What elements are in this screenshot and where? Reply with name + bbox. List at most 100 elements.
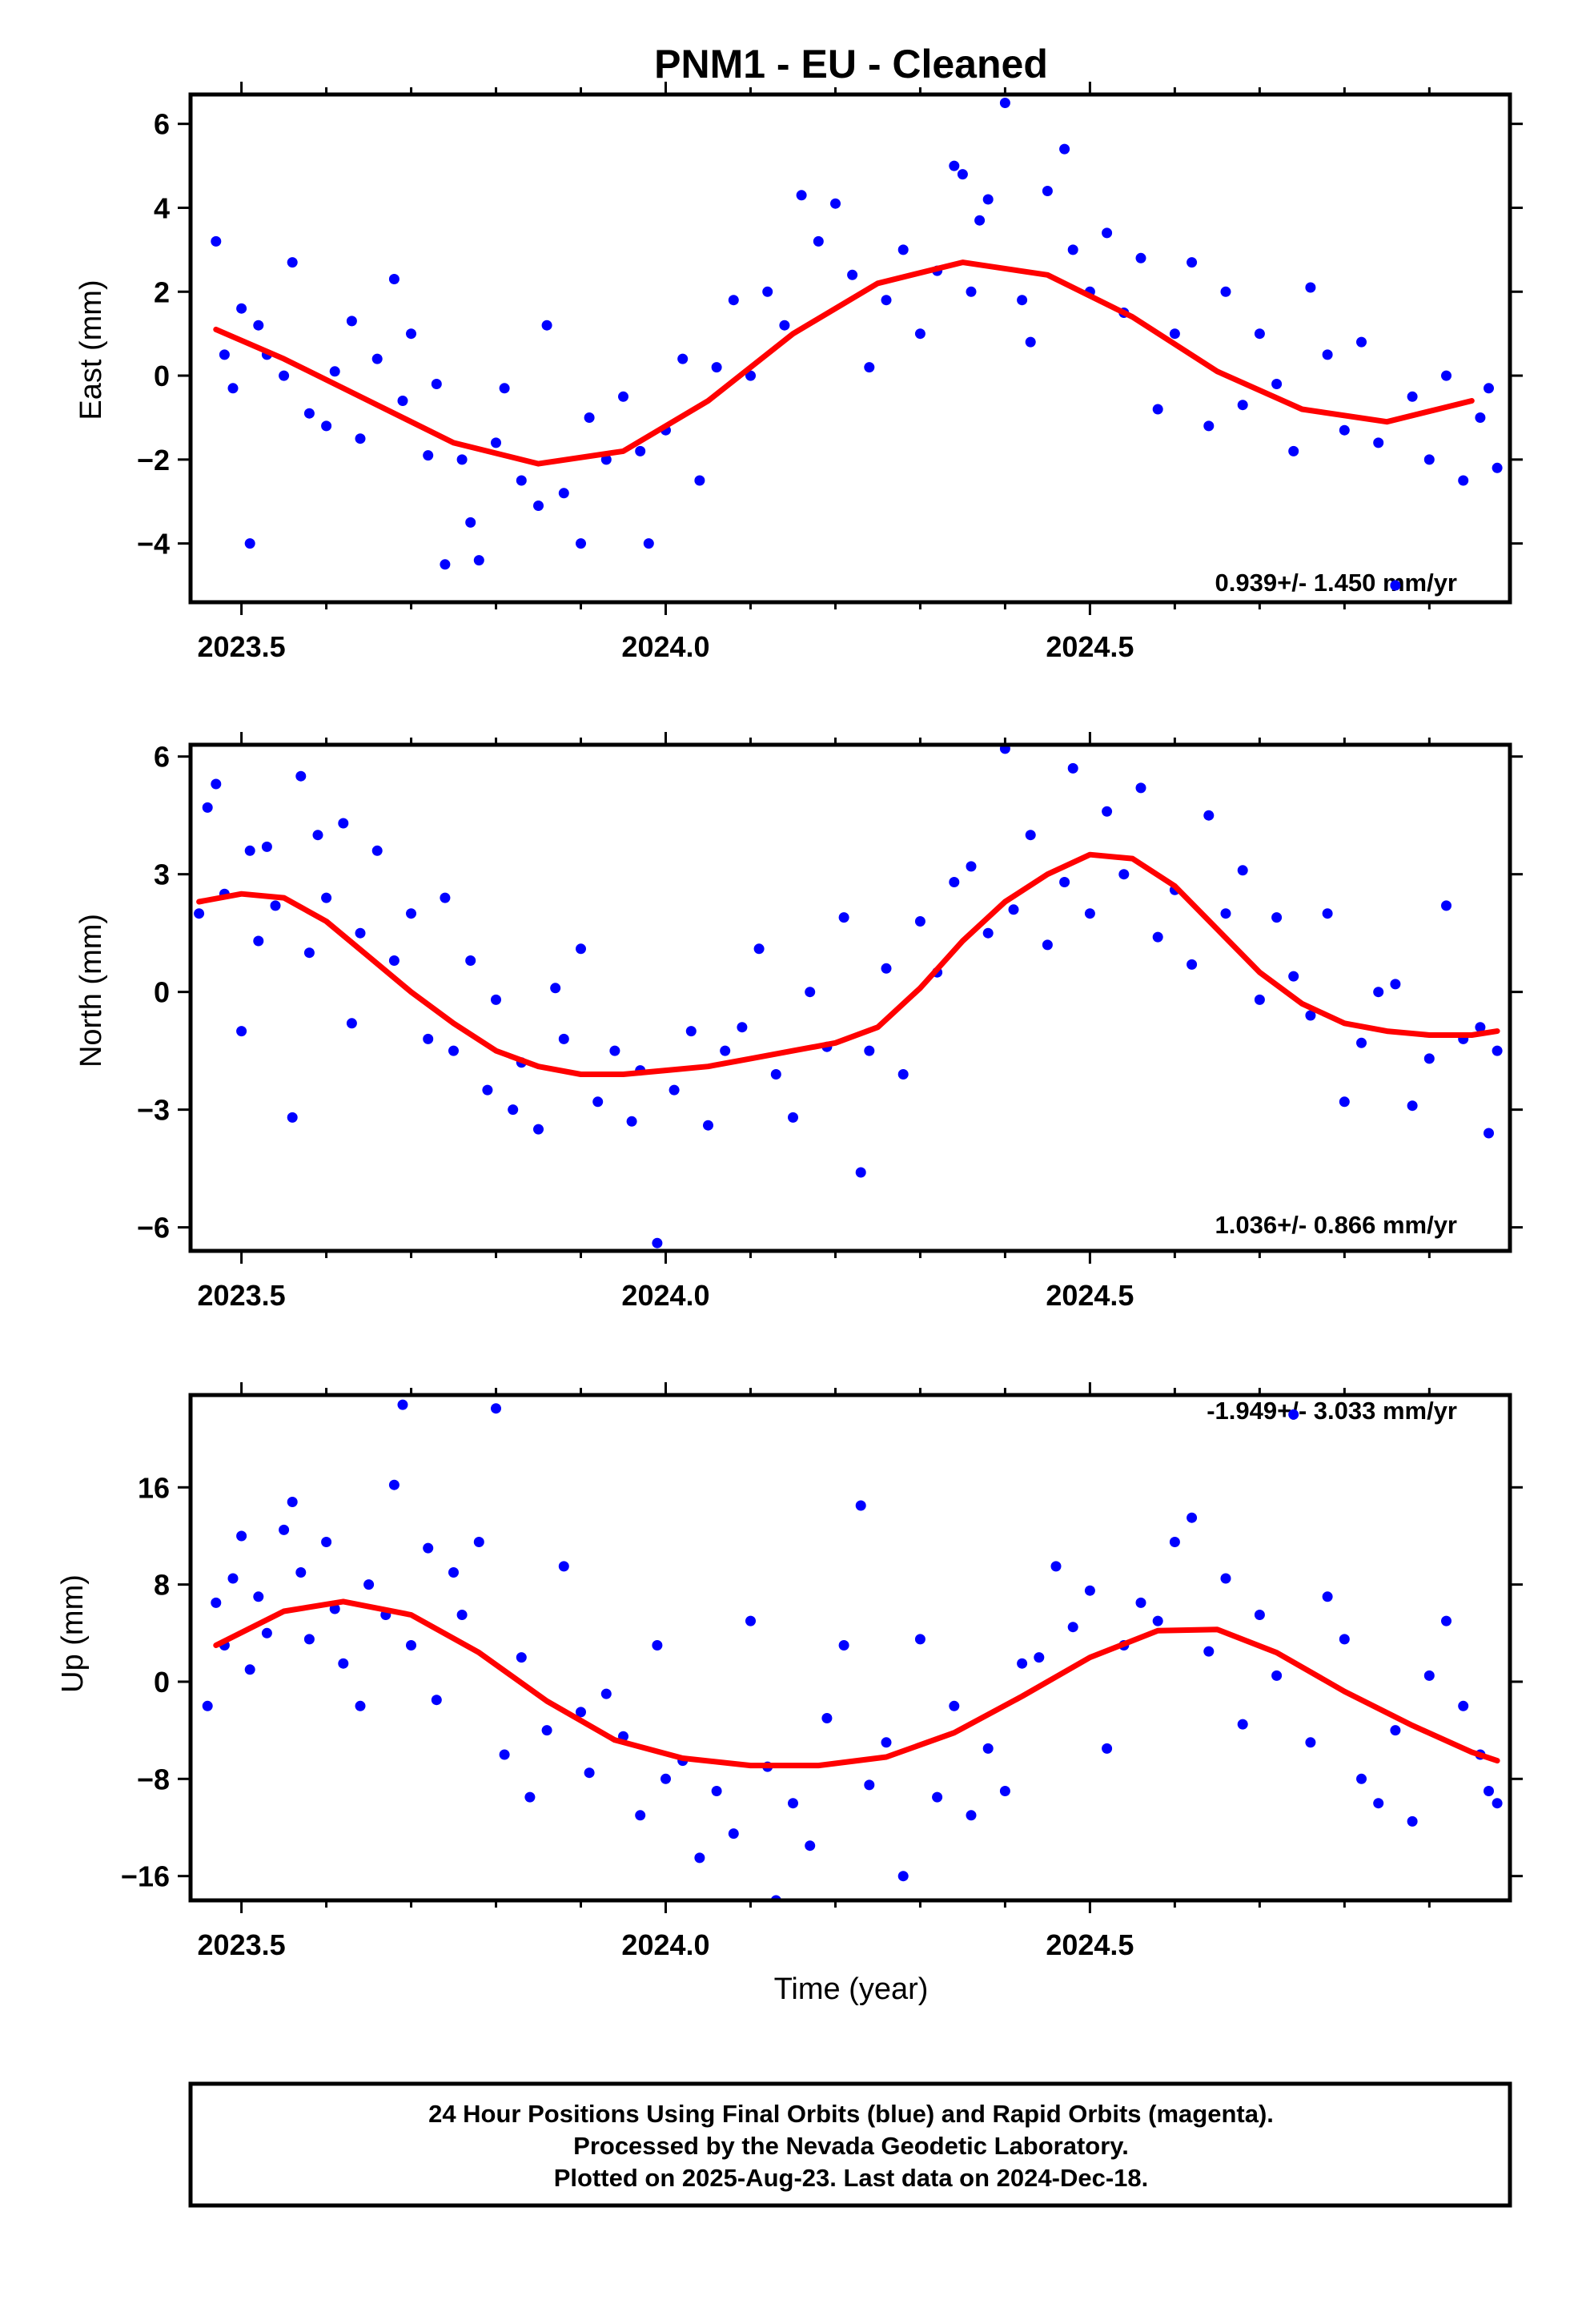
up-data-point	[821, 1713, 833, 1723]
north-data-point	[1084, 908, 1095, 919]
north-data-point	[982, 927, 994, 939]
up-data-point	[1084, 1585, 1095, 1596]
north-data-point	[244, 845, 255, 856]
north-data-point	[253, 935, 264, 947]
east-data-point	[440, 559, 451, 570]
east-data-point	[321, 420, 332, 432]
up-data-point	[1254, 1610, 1265, 1620]
up-data-point	[1135, 1597, 1146, 1608]
north-data-point	[1356, 1037, 1367, 1048]
up-data-point	[448, 1567, 459, 1578]
east-data-point	[329, 366, 340, 377]
north-data-point	[1271, 912, 1283, 923]
up-data-point	[1458, 1700, 1469, 1711]
east-data-point	[1067, 244, 1078, 255]
north-data-point	[211, 778, 222, 790]
up-data-point	[576, 1707, 586, 1718]
up-data-point	[279, 1524, 290, 1535]
east-data-point	[1484, 383, 1494, 394]
up-data-point	[1339, 1634, 1350, 1645]
north-data-point	[1390, 979, 1401, 990]
east-data-point	[1390, 580, 1401, 591]
up-data-point	[711, 1786, 722, 1796]
up-data-point	[584, 1767, 595, 1779]
east-data-point	[779, 320, 790, 331]
north-data-point	[609, 1045, 620, 1056]
x-axis-label: Time (year)	[774, 1972, 929, 2006]
east-data-point	[618, 391, 628, 402]
east-data-point	[371, 353, 383, 364]
east-data-point	[279, 370, 290, 381]
up-data-point	[287, 1497, 298, 1507]
east-x-tick-label: 2024.0	[621, 630, 709, 663]
east-data-point	[423, 450, 434, 461]
east-data-point	[533, 501, 544, 511]
east-data-point	[864, 362, 875, 373]
up-y-tick-label: 16	[138, 1471, 170, 1504]
east-data-point	[584, 412, 595, 423]
east-data-point	[966, 286, 977, 297]
north-data-point	[576, 943, 586, 955]
north-data-point	[652, 1237, 663, 1248]
up-data-point	[329, 1603, 340, 1614]
east-data-point	[465, 517, 476, 528]
east-data-point	[287, 257, 298, 268]
up-data-point	[261, 1627, 272, 1638]
up-data-point	[456, 1610, 468, 1620]
east-data-point	[1423, 454, 1435, 465]
east-data-point	[1492, 462, 1503, 473]
up-data-point	[303, 1634, 315, 1645]
up-panel: Up (mm) -1.949+/- 3.033 mm/yr 2023.5 2024…	[56, 1382, 1523, 1961]
up-data-point	[1305, 1737, 1316, 1748]
east-data-point	[1237, 400, 1248, 411]
footer-line-3: Plotted on 2025-Aug-23. Last data on 202…	[554, 2164, 1149, 2192]
north-data-point	[312, 830, 323, 841]
east-data-point	[253, 320, 264, 331]
north-data-point	[465, 955, 476, 966]
east-data-point	[1169, 328, 1180, 340]
up-data-point	[635, 1810, 646, 1821]
east-data-point	[558, 488, 569, 499]
north-data-point	[1441, 900, 1452, 911]
east-data-point	[499, 383, 510, 394]
up-data-point	[397, 1399, 408, 1410]
north-data-point	[303, 947, 315, 959]
up-data-point	[211, 1597, 222, 1608]
up-data-point	[244, 1664, 255, 1675]
up-rate-label: -1.949+/- 3.033 mm/yr	[1207, 1397, 1457, 1425]
east-data-point	[211, 235, 222, 247]
north-panel: North (mm) 1.036+/- 0.866 mm/yr 2023.5 20…	[74, 732, 1523, 1312]
up-data-point	[1186, 1512, 1198, 1523]
north-data-point	[1220, 908, 1231, 919]
north-data-point	[406, 908, 416, 919]
up-data-point	[321, 1537, 332, 1547]
east-data-point	[677, 353, 689, 364]
up-data-point	[1356, 1773, 1367, 1784]
north-data-point	[355, 927, 366, 939]
east-data-point	[847, 269, 858, 280]
east-data-point	[999, 98, 1010, 108]
north-data-point	[1475, 1022, 1486, 1033]
north-data-point	[626, 1116, 637, 1127]
north-data-point	[788, 1112, 798, 1123]
north-data-point	[194, 908, 205, 919]
north-data-point	[1042, 939, 1053, 951]
up-data-point	[1423, 1670, 1435, 1681]
up-data-point	[1102, 1743, 1113, 1754]
north-data-point	[236, 1026, 247, 1037]
up-data-point	[473, 1537, 484, 1547]
east-data-point	[1458, 475, 1469, 486]
north-points	[194, 745, 1503, 1248]
up-data-point	[805, 1840, 816, 1852]
north-data-point	[737, 1022, 748, 1033]
up-data-point	[1484, 1786, 1494, 1796]
east-data-point	[1254, 328, 1265, 340]
north-data-point	[881, 963, 892, 974]
east-data-point	[406, 328, 416, 340]
east-data-point	[1102, 227, 1113, 239]
east-data-point	[1042, 186, 1053, 196]
east-data-point	[1186, 257, 1198, 268]
footer-line-1: 24 Hour Positions Using Final Orbits (bl…	[428, 2100, 1274, 2128]
up-data-point	[363, 1579, 375, 1590]
